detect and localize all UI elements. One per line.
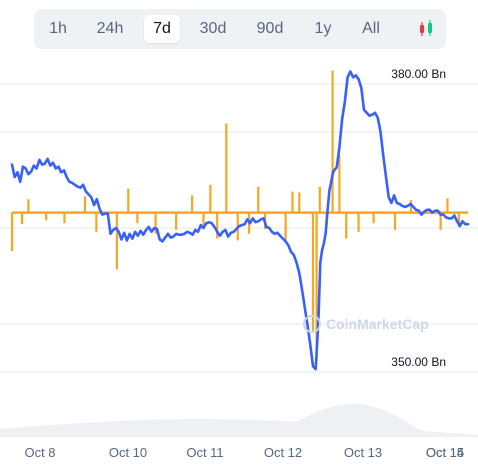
x-axis-tick-label: Oct 13 bbox=[344, 445, 382, 460]
x-axis-tick-label: Oct 10 bbox=[109, 445, 147, 460]
time-range-selector: 1h 24h 7d 30d 90d 1y All bbox=[34, 9, 446, 49]
y-axis-label: 350.00 Bn bbox=[391, 355, 446, 369]
x-axis-tick-label: Oct 15 bbox=[426, 445, 464, 460]
x-axis-tick-label: Oct 12 bbox=[264, 445, 302, 460]
range-tab-1y[interactable]: 1y bbox=[314, 20, 332, 37]
watermark-logo-icon bbox=[303, 315, 321, 333]
price-line bbox=[10, 70, 470, 371]
x-axis-tick-label: Oct 11 bbox=[186, 445, 223, 460]
range-tab-30d[interactable]: 30d bbox=[199, 20, 227, 37]
volume-area bbox=[0, 403, 478, 437]
candlestick-icon bbox=[420, 20, 432, 36]
range-tab-all[interactable]: All bbox=[362, 20, 380, 37]
x-axis-tick-label: Oct 8 bbox=[24, 445, 55, 460]
range-tab-7d[interactable]: 7d bbox=[144, 15, 180, 43]
x-axis-tick-label: Oct 14 bbox=[426, 445, 464, 460]
y-axis-label: 380.00 Bn bbox=[391, 67, 446, 81]
watermark-text: CoinMarketCap bbox=[326, 316, 429, 332]
range-tab-24h[interactable]: 24h bbox=[96, 20, 124, 37]
range-tab-90d[interactable]: 90d bbox=[256, 20, 284, 37]
candlestick-toggle-button[interactable] bbox=[412, 15, 442, 43]
range-tab-1h[interactable]: 1h bbox=[49, 20, 67, 37]
